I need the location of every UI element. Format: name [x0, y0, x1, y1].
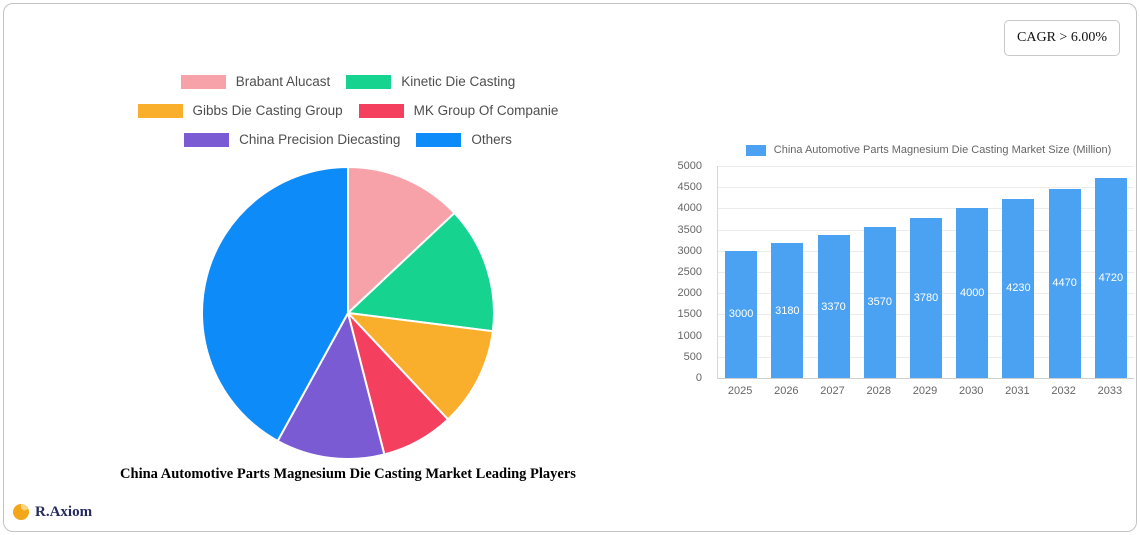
- legend-swatch: [180, 74, 226, 89]
- legend-swatch: [416, 132, 462, 147]
- x-tick-label: 2028: [866, 385, 891, 397]
- pie-slice-kinetic-die-casting[interactable]: [345, 211, 495, 333]
- bar-2027[interactable]: 3370: [817, 235, 850, 378]
- cagr-badge: CAGR > 6.00%: [1004, 20, 1120, 56]
- pie-legend-item[interactable]: Brabant Alucast: [180, 74, 331, 89]
- x-tick-label: 2027: [820, 385, 845, 397]
- bar-value-label: 3780: [913, 291, 939, 304]
- pie-legend-item[interactable]: Others: [416, 132, 512, 147]
- legend-swatch: [346, 74, 392, 89]
- y-tick-label: 500: [683, 350, 702, 363]
- x-tick-label: 2033: [1097, 385, 1123, 397]
- y-tick-label: 2500: [677, 266, 702, 278]
- y-tick-label: 4000: [677, 202, 702, 215]
- bar-plot-area: 0 500 1000 1500 2000 2500 3000 3500 4000 4500 5000…: [660, 160, 1140, 411]
- pie-slice-brabant-alucast[interactable]: [347, 165, 456, 316]
- bar-chart: China Automotive Parts Magnesium Die Cas…: [660, 144, 1140, 411]
- bar-2032[interactable]: 4470: [1048, 188, 1081, 378]
- pie-title: China Automotive Parts Magnesium Die Cas…: [120, 466, 576, 482]
- bar-value-label: 4000: [959, 287, 985, 300]
- gridline: [718, 166, 1134, 167]
- legend-swatch: [137, 103, 183, 118]
- bar-value-label: 3570: [867, 296, 892, 309]
- bar-value-label: 4470: [1052, 277, 1077, 290]
- plot-grid: 3000 3180 3370 3570 3780 4000 4230 4470 4720: [717, 166, 1134, 379]
- x-tick-label: 2026: [774, 385, 799, 397]
- x-tick-label: 2031: [1005, 385, 1030, 397]
- legend-swatch: [184, 132, 230, 147]
- y-tick-label: 5000: [677, 160, 702, 172]
- y-tick-label: 0: [695, 372, 702, 384]
- legend-label: Kinetic Die Casting: [401, 74, 516, 89]
- legend-label: Gibbs Die Casting Group: [192, 103, 343, 118]
- pie-legend-item[interactable]: MK Group Of Companie: [358, 103, 559, 118]
- gridline: [718, 208, 1134, 210]
- bar-value-label: 4720: [1098, 271, 1124, 284]
- pie-legend-item[interactable]: China Precision Diecasting: [184, 132, 400, 147]
- x-tick-label: 2025: [727, 385, 753, 397]
- pie-legend-item[interactable]: Kinetic Die Casting: [346, 74, 515, 89]
- bar-2029[interactable]: 3780: [909, 217, 942, 378]
- cagr-text: CAGR > 6.00%: [1017, 30, 1107, 45]
- legend-label: MK Group Of Companie: [413, 103, 559, 118]
- y-tick-label: 1500: [677, 308, 702, 321]
- legend-label: Brabant Alucast: [235, 74, 331, 89]
- bar-2025[interactable]: 3000: [725, 250, 758, 378]
- bar-legend-swatch: [745, 144, 766, 156]
- card-border: [3, 3, 1137, 532]
- y-axis: 0 500 1000 1500 2000 2500 3000 3500 4000 4500 5000: [660, 160, 710, 384]
- x-tick-label: 2029: [912, 385, 938, 397]
- x-tick-label: 2030: [958, 385, 984, 397]
- bar-2028[interactable]: 3570: [863, 226, 896, 378]
- bar-2031[interactable]: 4230: [1002, 198, 1035, 378]
- gridline: [718, 187, 1134, 189]
- x-axis: 2025 2026 2027 2028 2029 2030 2031 2032 2033: [717, 385, 1133, 397]
- y-tick-label: 4500: [677, 181, 702, 194]
- legend-swatch: [358, 103, 404, 118]
- y-tick-label: 2000: [677, 287, 702, 300]
- bar-value-label: 3180: [775, 304, 800, 317]
- brand-icon: [13, 503, 29, 520]
- legend-label: Others: [471, 132, 512, 147]
- pie-legend-item[interactable]: Gibbs Die Casting Group: [137, 103, 343, 118]
- pie-slice-others[interactable]: [201, 165, 349, 443]
- brand-text: R.Axiom: [35, 503, 93, 520]
- bar-value-label: 4230: [1006, 282, 1031, 295]
- y-tick-label: 1000: [677, 329, 702, 342]
- y-tick-label: 3000: [677, 244, 702, 257]
- bar-2030[interactable]: 4000: [956, 208, 989, 378]
- brand-logo: R.Axiom: [12, 503, 92, 521]
- pie-slice-gibbs-die-casting-group[interactable]: [345, 311, 494, 421]
- bar-value-label: 3370: [821, 300, 846, 313]
- bar-value-label: 3000: [728, 308, 754, 321]
- bars-group: 3000 3180 3370 3570 3780 4000 4230 4470 4720: [718, 166, 1134, 378]
- pie-slice-china-precision-diecasting[interactable]: [276, 310, 386, 460]
- x-tick-label: 2032: [1051, 385, 1076, 397]
- bar-legend-label: China Automotive Parts Magnesium Die Cas…: [773, 144, 1112, 156]
- pie-chart: [201, 165, 495, 460]
- pie-legend: Brabant Alucast Kinetic Die Casting Gibbs …: [98, 74, 598, 147]
- bar-legend-item[interactable]: China Automotive Parts Magnesium Die Cas…: [717, 144, 1140, 156]
- y-tick-label: 3500: [677, 223, 702, 236]
- legend-label: China Precision Diecasting: [239, 132, 401, 147]
- bar-2026[interactable]: 3180: [771, 243, 804, 378]
- bar-2033[interactable]: 4720: [1094, 177, 1127, 378]
